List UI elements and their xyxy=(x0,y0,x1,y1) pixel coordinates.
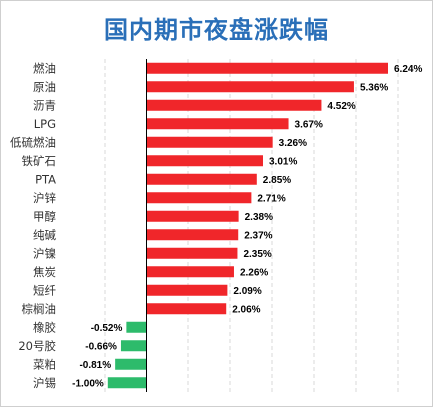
value-label: 5.36% xyxy=(360,82,388,93)
category-label: 原油 xyxy=(33,80,56,94)
category-label: PTA xyxy=(35,172,56,186)
value-label: 6.24% xyxy=(394,64,422,75)
value-label: 2.37% xyxy=(244,230,272,241)
category-label: 橡胶 xyxy=(33,320,56,334)
category-label: 沪锡 xyxy=(33,376,56,390)
value-label: 2.06% xyxy=(232,304,260,315)
category-label: 低硫燃油 xyxy=(10,135,56,149)
bar xyxy=(146,62,388,74)
category-label: 20号胶 xyxy=(18,339,56,353)
value-label: 3.26% xyxy=(279,138,307,149)
value-label: 2.26% xyxy=(240,267,268,278)
value-label: 2.71% xyxy=(257,193,285,204)
bar xyxy=(126,321,147,333)
bar xyxy=(146,303,227,315)
value-label: 3.67% xyxy=(295,119,323,130)
bar xyxy=(146,136,273,148)
category-label: 沪镍 xyxy=(33,246,56,260)
bar xyxy=(146,266,234,278)
value-label: 3.01% xyxy=(269,156,297,167)
category-label: 菜粕 xyxy=(33,357,56,371)
category-label: LPG xyxy=(34,117,56,131)
bar xyxy=(107,377,147,389)
bar xyxy=(146,155,263,167)
category-label: 沪锌 xyxy=(33,191,56,205)
value-label: 2.35% xyxy=(243,249,271,260)
category-label: 甲醇 xyxy=(33,209,56,223)
value-label: 2.38% xyxy=(245,212,273,223)
value-label: -1.00% xyxy=(72,378,104,389)
value-label: 2.85% xyxy=(263,175,291,186)
bar xyxy=(146,99,322,111)
chart-title: 国内期市夜盘涨跌幅 xyxy=(104,16,329,44)
bar xyxy=(146,229,239,241)
bar xyxy=(146,192,252,204)
category-label: 棕榈油 xyxy=(22,302,57,316)
value-label: -0.81% xyxy=(79,360,111,371)
value-label: 2.09% xyxy=(233,286,261,297)
category-label: 纯碱 xyxy=(33,228,56,242)
bar xyxy=(146,210,239,222)
bar xyxy=(146,173,257,185)
value-label: 4.52% xyxy=(327,101,355,112)
category-label: 燃油 xyxy=(33,61,56,75)
category-label: 沥青 xyxy=(33,98,56,112)
bar xyxy=(120,340,147,352)
value-label: -0.52% xyxy=(91,323,123,334)
category-label: 焦炭 xyxy=(33,265,56,279)
category-label: 铁矿石 xyxy=(22,154,57,168)
bar xyxy=(146,284,228,296)
category-label: 短纤 xyxy=(33,283,56,297)
bar xyxy=(146,81,354,93)
value-label: -0.66% xyxy=(85,341,117,352)
bar xyxy=(146,247,238,259)
bar xyxy=(146,118,289,130)
bar xyxy=(115,358,147,370)
